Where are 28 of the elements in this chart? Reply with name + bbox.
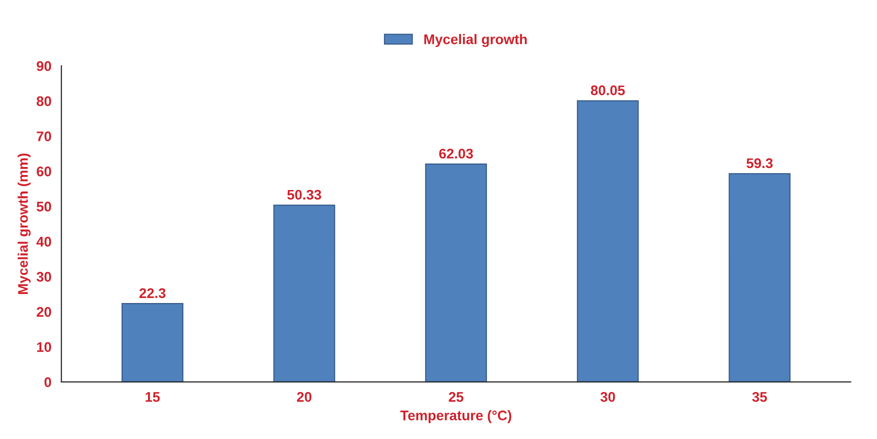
data-label: 50.33 <box>287 190 322 200</box>
y-tick-label: 40 <box>36 236 52 247</box>
x-axis-title: Temperature (°C) <box>400 410 512 424</box>
bar <box>273 204 336 382</box>
bar <box>425 164 487 382</box>
data-label: 59.3 <box>746 158 773 168</box>
y-tick-label: 20 <box>36 307 52 317</box>
data-label: 22.3 <box>139 288 166 298</box>
y-tick-label: 50 <box>36 202 52 212</box>
y-tick-label: 90 <box>36 61 52 72</box>
x-tick-label: 35 <box>752 392 767 402</box>
x-tick-label: 15 <box>146 392 160 402</box>
y-tick-label: 0 <box>44 377 52 388</box>
y-tick-label: 80 <box>36 96 52 106</box>
x-tick-label: 25 <box>448 392 464 402</box>
legend-label: Mycelial growth <box>424 34 527 48</box>
y-tick-label: 70 <box>36 131 52 142</box>
y-axis-title: Mycelial growth (mm) <box>18 154 31 294</box>
bar <box>122 303 184 382</box>
y-tick-label: 60 <box>36 166 52 176</box>
bar <box>576 100 639 382</box>
data-label: 62.03 <box>439 148 473 159</box>
x-tick-label: 30 <box>600 392 615 402</box>
bar <box>728 173 791 382</box>
y-tick-label: 30 <box>36 272 52 282</box>
data-label: 80.05 <box>590 85 625 96</box>
y-tick-label: 10 <box>37 342 52 352</box>
x-tick-label: 20 <box>297 392 312 402</box>
